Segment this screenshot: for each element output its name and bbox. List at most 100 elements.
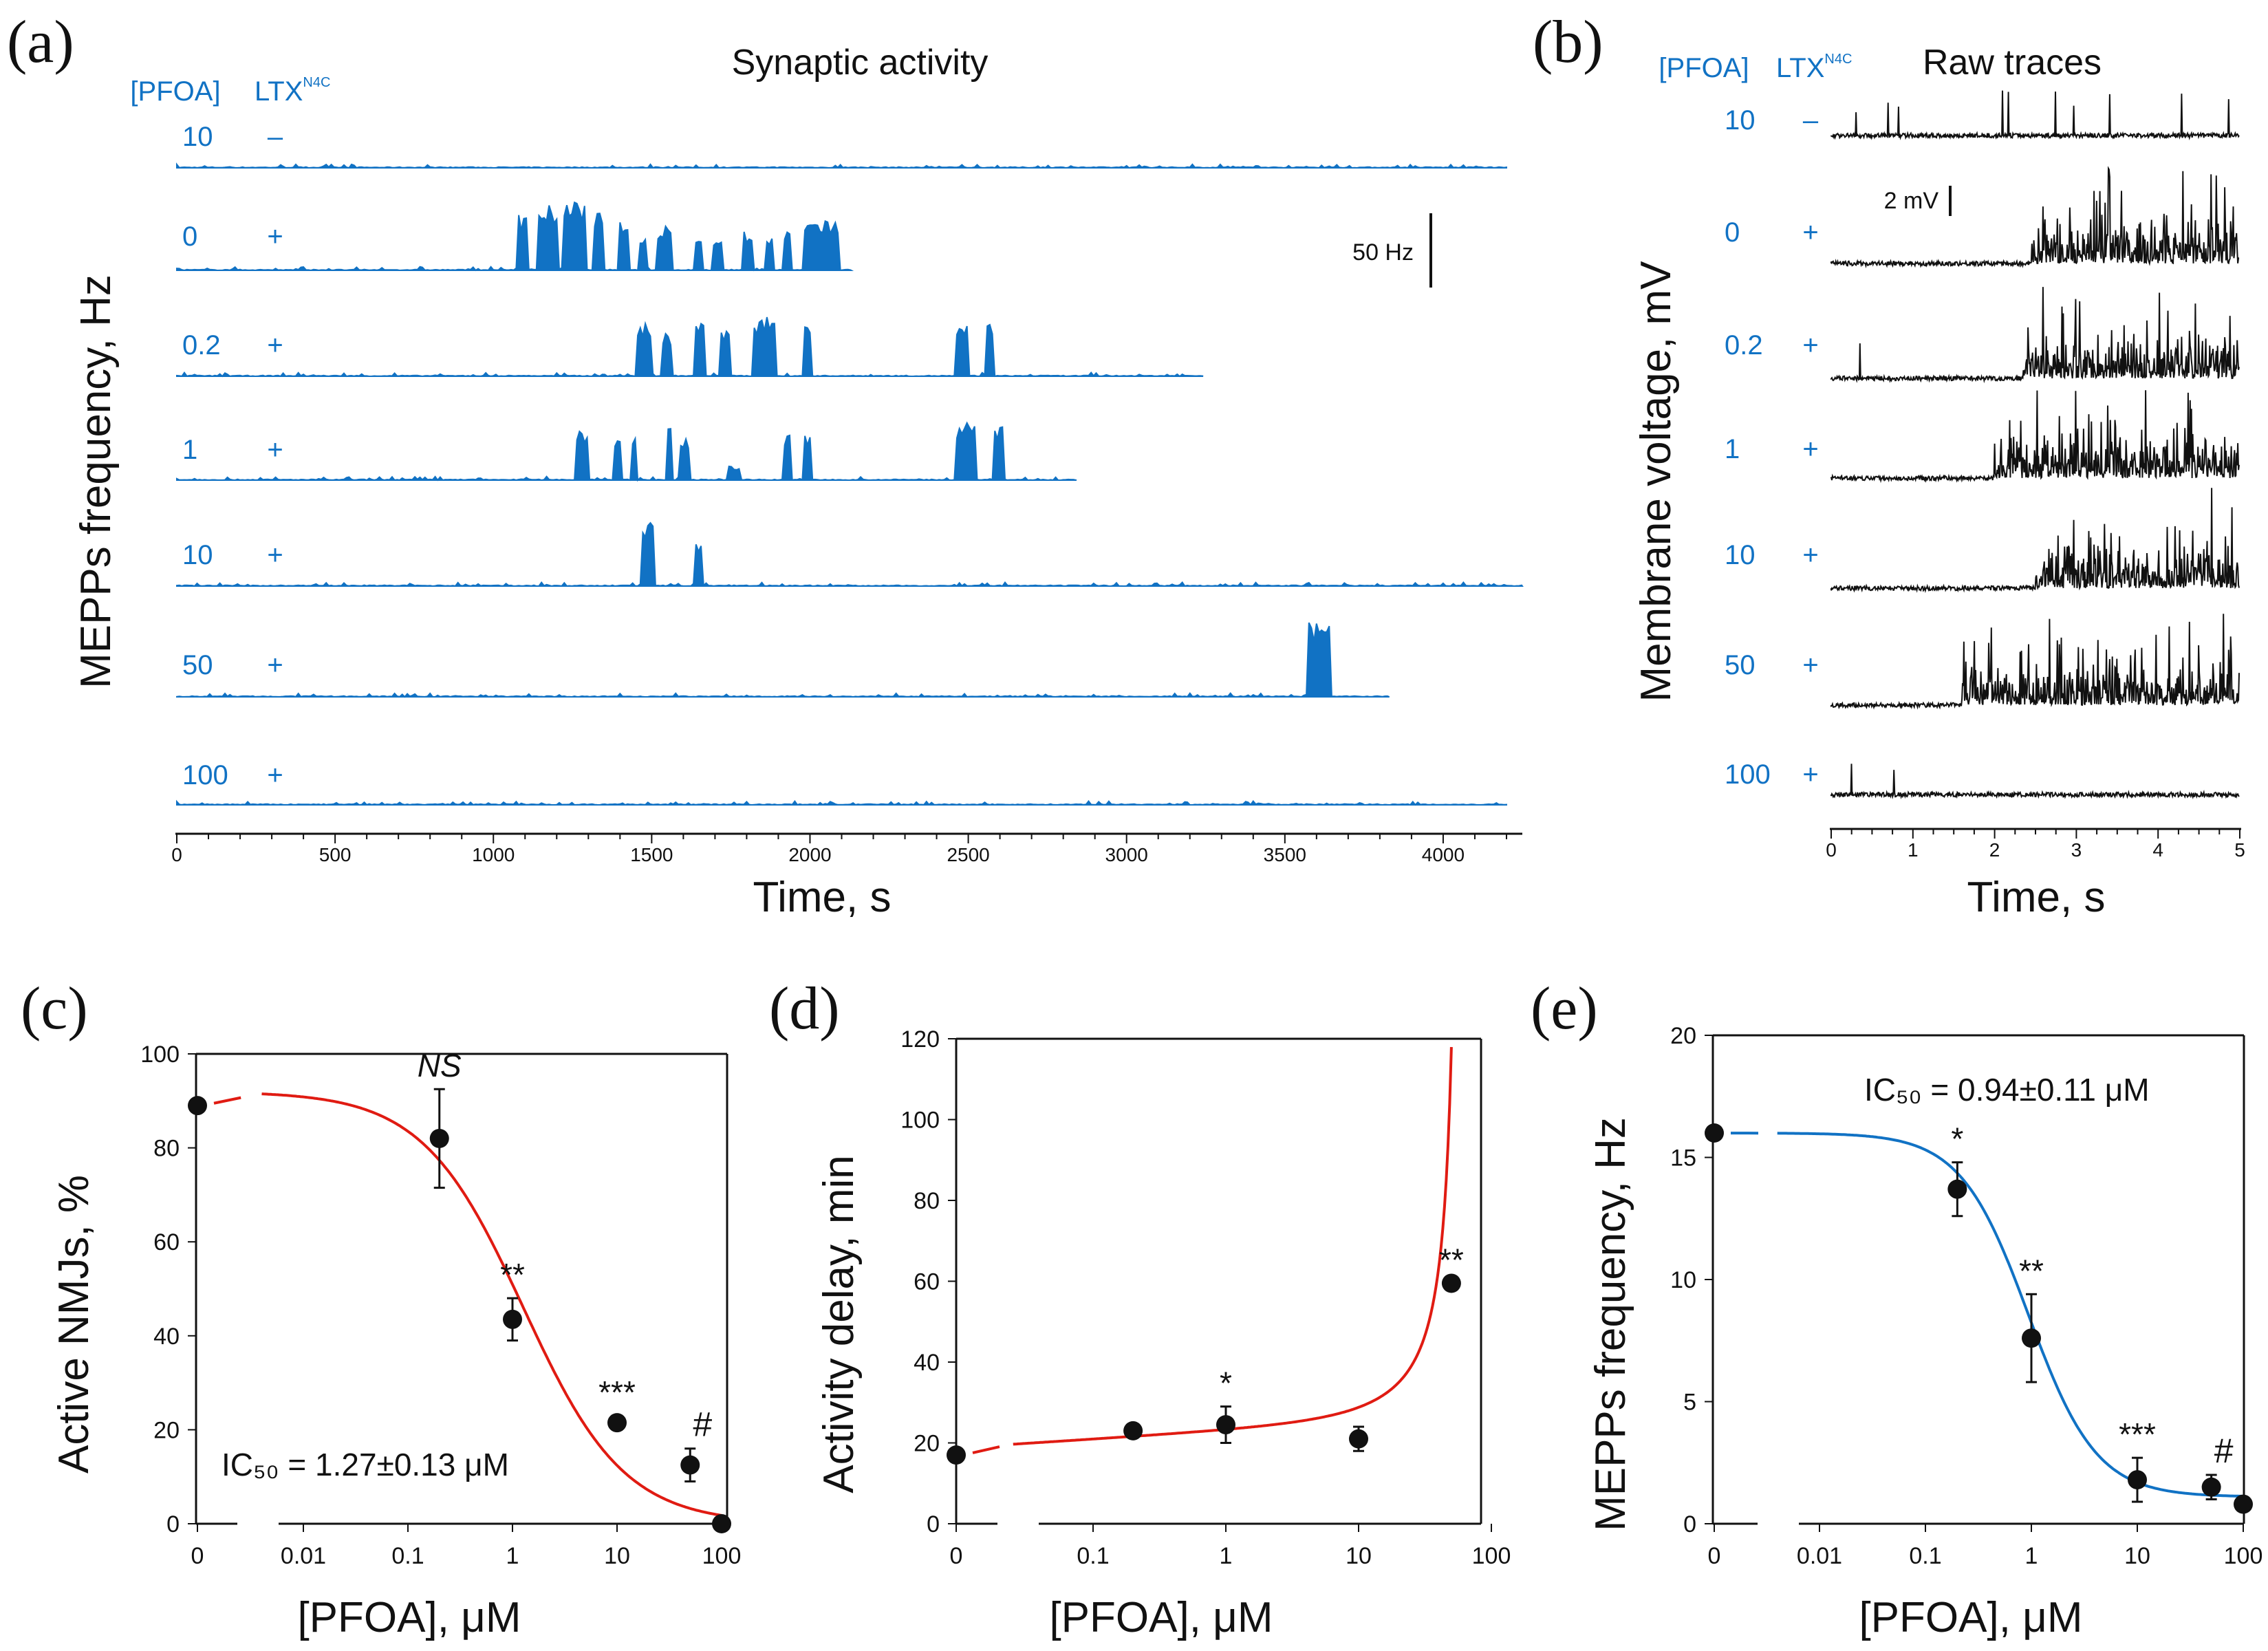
panel-e-significance-label: **	[2019, 1253, 2044, 1288]
panel-a-ylabel: MEPPs frequency, Hz	[72, 274, 120, 689]
panel-d-x-tick-label: 0	[950, 1543, 963, 1569]
panel-d-y-tick-label: 120	[900, 1026, 940, 1053]
panel-a-trace-2	[176, 316, 1204, 378]
panel-b-x-tick-label: 3	[2071, 839, 2082, 861]
panel-b-x-tick-label: 0	[1826, 839, 1837, 861]
panel-c-x-tick-label: 1	[506, 1543, 519, 1569]
panel-e-data-point	[2128, 1470, 2147, 1490]
panel-a-ltx-label: +	[267, 435, 283, 465]
panel-c-data-point	[429, 1128, 449, 1148]
panel-d-xlabel: [PFOA], μM	[1049, 1594, 1273, 1641]
panel-e-xlabel: [PFOA], μM	[1859, 1594, 2082, 1641]
panel-d-data-point	[1216, 1415, 1235, 1435]
panel-e-ic50: IC₅₀ = 0.94±0.11 μM	[1864, 1072, 2150, 1108]
panel-e-fit-curve	[1777, 1132, 2244, 1498]
panel-b: Raw traces [PFOA] LTXN4C Membrane voltag…	[1632, 43, 2245, 921]
panel-e-y-tick-label: 10	[1670, 1267, 1696, 1293]
panel-e-significance-label: *	[1951, 1121, 1963, 1157]
panel-a-pfoa-label: 100	[182, 760, 228, 790]
panel-a-ltx-label: +	[267, 222, 283, 252]
panel-b-x-tick-label: 4	[2152, 839, 2163, 861]
panel-b-x-tick-label: 1	[1908, 839, 1919, 861]
panel-b-ltx-label: +	[1802, 217, 1818, 248]
panel-c-x-tick-label: 100	[702, 1543, 742, 1569]
panel-b-pfoa-label: 50	[1725, 650, 1756, 680]
panel-e-y-tick-label: 5	[1683, 1390, 1696, 1416]
panel-b-trace-3	[1830, 390, 2240, 484]
panel-c-significance-label: **	[500, 1257, 525, 1293]
panel-a-xlabel: Time, s	[753, 874, 892, 921]
panel-c-y-tick-label: 0	[166, 1511, 180, 1537]
panel-label-b: (b)	[1533, 9, 1603, 76]
panel-c-data-point	[680, 1455, 700, 1475]
panel-c-y-tick-label: 40	[153, 1324, 180, 1350]
panel-c-y-tick-label: 60	[153, 1229, 180, 1255]
panel-c-y-tick-label: 80	[153, 1136, 180, 1162]
panel-c-data-point	[503, 1309, 522, 1329]
panel-d-y-tick-label: 40	[914, 1350, 940, 1376]
panel-d-data-point	[1441, 1273, 1461, 1293]
panel-a: Synaptic activity [PFOA] LTXN4C MEPPs fr…	[72, 43, 1524, 921]
panel-c-ic50: IC₅₀ = 1.27±0.13 μM	[222, 1447, 509, 1482]
panel-d-y-tick-label: 20	[914, 1431, 940, 1457]
panel-a-x-tick-label: 3000	[1105, 844, 1148, 865]
panel-d-significance-label: **	[1439, 1242, 1464, 1277]
panel-d-y-tick-label: 100	[900, 1108, 940, 1134]
panel-e-data-point	[2234, 1494, 2253, 1514]
panel-c-y-tick-label: 20	[153, 1417, 180, 1443]
panel-a-pfoa-label: 10	[182, 540, 213, 570]
panel-d-x-tick-label: 1	[1220, 1543, 1233, 1569]
panel-c-significance-label: ***	[598, 1374, 636, 1410]
panel-c-fit-curve	[261, 1092, 722, 1517]
panel-b-header-ltx: LTXN4C	[1776, 52, 1852, 83]
panel-a-header-pfoa: [PFOA]	[130, 76, 220, 107]
panel-b-pfoa-label: 0.2	[1725, 330, 1763, 360]
panel-e: MEPPs frequency, Hz 0 5 10 15 20 0 0.01 0.1 1 10 1…	[1587, 1023, 2262, 1641]
panel-b-ltx-label: +	[1802, 330, 1818, 360]
panel-a-x-tick-label: 4000	[1422, 844, 1465, 865]
panel-a-x-tick-label: 3500	[1264, 844, 1306, 865]
panel-a-x-tick-label: 2500	[947, 844, 989, 865]
panel-b-pfoa-label: 100	[1725, 759, 1771, 790]
panel-e-x-tick-label: 0.1	[1909, 1543, 1941, 1569]
panel-d-data-point	[1123, 1421, 1143, 1440]
panel-b-ltx-label: –	[1803, 105, 1819, 136]
panel-c-x-tick-label: 0	[191, 1543, 204, 1569]
panel-b-trace-0	[1830, 90, 2240, 140]
panel-e-x-tick-label: 10	[2124, 1543, 2150, 1569]
panel-e-y-tick-label: 20	[1670, 1023, 1696, 1049]
panel-b-scalebar-label: 2 mV	[1884, 188, 1939, 214]
panel-b-ylabel: Membrane voltage, mV	[1632, 261, 1680, 702]
panel-d-significance-label: *	[1220, 1366, 1232, 1401]
panel-e-significance-label: #	[2214, 1432, 2234, 1470]
panel-a-scalebar-label: 50 Hz	[1352, 239, 1414, 266]
panel-c-x-tick-label: 0.01	[281, 1543, 326, 1569]
panel-a-pfoa-label: 10	[182, 122, 213, 152]
panel-c-significance-label: NS	[418, 1048, 462, 1083]
panel-label-e: (e)	[1531, 975, 1598, 1042]
panel-b-pfoa-label: 10	[1725, 105, 1756, 136]
panel-d: Activity delay, min 0 20 40 60 80 100 120 0 0.1 1…	[815, 1026, 1511, 1641]
panel-a-pfoa-label: 0.2	[182, 330, 221, 360]
panel-d-data-point	[1349, 1429, 1368, 1449]
panel-d-x-tick-label: 0.1	[1077, 1543, 1109, 1569]
panel-b-title: Raw traces	[1923, 43, 2102, 83]
panel-a-ltx-label: –	[268, 122, 283, 152]
panel-a-trace-0	[176, 162, 1508, 169]
panel-b-trace-1	[1830, 166, 2240, 269]
panel-b-ltx-label: +	[1802, 434, 1818, 464]
panel-e-data-point	[2201, 1477, 2221, 1497]
panel-e-y-tick-label: 15	[1670, 1145, 1696, 1172]
panel-c-data-point	[188, 1096, 207, 1116]
panel-a-pfoa-label: 50	[182, 650, 213, 680]
panel-a-ltx-label: +	[267, 540, 283, 570]
panel-c-data-point	[607, 1413, 627, 1433]
panel-b-ltx-label: +	[1802, 540, 1818, 570]
panel-label-a: (a)	[7, 9, 74, 76]
panel-a-trace-6	[176, 799, 1508, 806]
panel-d-x-tick-label: 10	[1346, 1543, 1372, 1569]
panel-d-data-point	[947, 1445, 966, 1465]
panel-label-d: (d)	[769, 975, 840, 1042]
panel-d-fit-curve	[1013, 1047, 1453, 1446]
